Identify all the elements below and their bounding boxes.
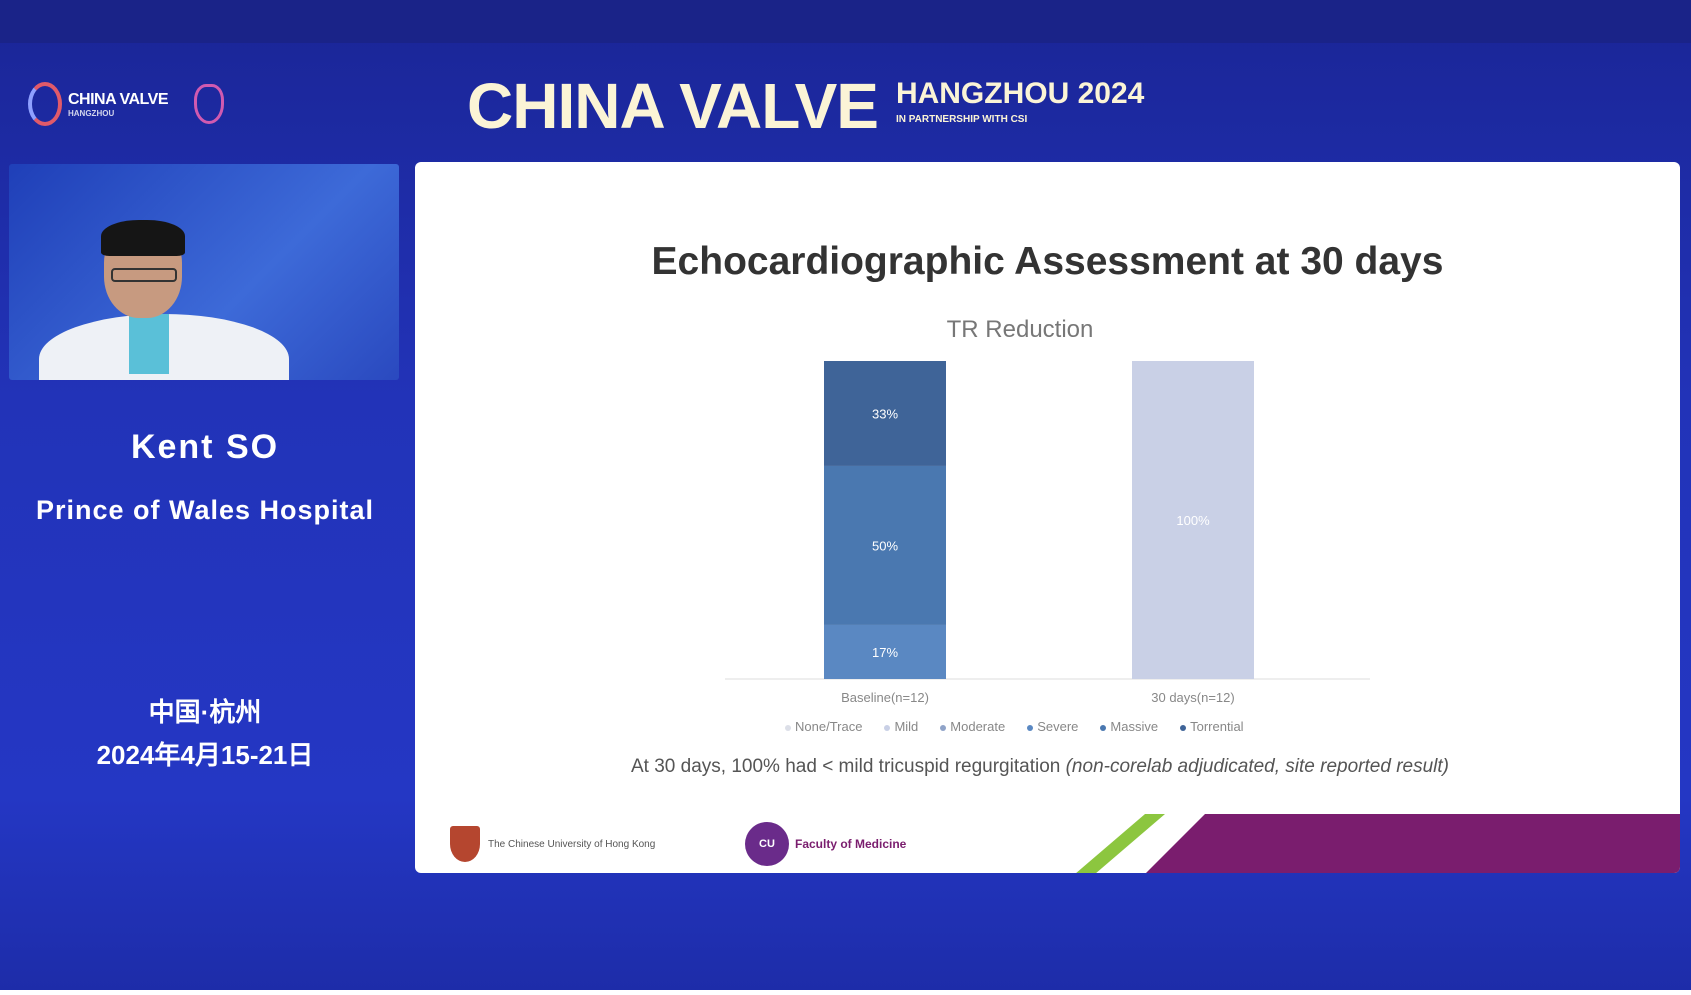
faculty-name: Faculty of Medicine [795, 837, 907, 851]
legend-marker-icon [940, 724, 947, 731]
legend-label: Torrential [1190, 719, 1244, 734]
speaker-hair [101, 220, 185, 256]
faculty-of-medicine-logo: CU Faculty of Medicine [745, 822, 906, 866]
legend-marker-icon [1027, 724, 1034, 731]
bar-segment-massive [824, 465, 946, 625]
data-label: 100% [1176, 513, 1210, 528]
event-city-year: HANGZHOU 2024 [895, 77, 1145, 110]
csi-logo-icon [193, 84, 224, 124]
cuhk-crest-icon [450, 826, 480, 862]
legend-label: None/Trace [795, 719, 863, 734]
data-label: 17% [872, 645, 898, 660]
event-banner: CHINA VALVE HANGZHOU 2024 IN PARTNERSHIP… [467, 70, 1144, 142]
footer-green-stripe [1075, 814, 1165, 873]
legend-item: Massive [1100, 719, 1158, 734]
legend-item: None/Trace [785, 719, 862, 734]
legend-item: Moderate [940, 719, 1005, 734]
bar-segment-mild [1132, 361, 1254, 679]
cuhk-logo: The Chinese University of Hong Kong [450, 826, 655, 862]
presentation-slide: Echocardiographic Assessment at 30 days … [415, 162, 1680, 873]
logo-text: CHINA VALVE [68, 90, 168, 108]
x-tick-label: 30 days(n=12) [1151, 690, 1234, 705]
speaker-name: Kent SO [130, 428, 280, 466]
speaker-glasses [111, 268, 177, 282]
legend-label: Severe [1037, 719, 1079, 734]
legend-label: Massive [1110, 719, 1159, 734]
data-label: 50% [872, 538, 898, 553]
legend-marker-icon [785, 724, 791, 731]
heart-logo-icon [28, 82, 62, 126]
legend-item: Mild [884, 719, 918, 734]
speaker-affiliation: Prince of Wales Hospital [35, 495, 375, 525]
legend-marker-icon [1180, 724, 1187, 731]
legend-label: Mild [894, 719, 919, 734]
cu-medicine-badge: CU [745, 822, 789, 866]
bottom-band [0, 990, 1691, 995]
legend-marker-icon [884, 724, 891, 731]
legend-marker-icon [1100, 724, 1107, 731]
data-label: 33% [872, 406, 898, 421]
speaker-shirt [129, 314, 169, 374]
chart-legend: None/Trace Mild Moderate Severe Massive Torre… [785, 719, 1244, 734]
chart-title: TR Reduction [946, 316, 1094, 343]
event-location: 中国·杭州 [148, 697, 262, 727]
top-band [0, 0, 1691, 43]
note-main: At 30 days, 100% had < mild tricuspid re… [631, 756, 1061, 777]
footer-purple-band [1145, 814, 1680, 873]
note-italic: (non-corelab adjudicated, site reported … [1065, 756, 1449, 777]
event-partnership: IN PARTNERSHIP WITH CSI [895, 114, 1028, 125]
china-valve-logo: CHINA VALVE HANGZHOU [28, 82, 224, 126]
x-tick-label: Baseline(n=12) [841, 690, 929, 705]
legend-label: Moderate [950, 719, 1006, 734]
bar-segment-torrential [824, 361, 946, 466]
event-title: CHINA VALVE [467, 70, 879, 142]
logo-subtext: HANGZHOU [68, 108, 115, 118]
slide-title: Echocardiographic Assessment at 30 days [651, 240, 1444, 283]
legend-item: Severe [1027, 719, 1078, 734]
speaker-video [9, 164, 399, 380]
slide-note: At 30 days, 100% had < mild tricuspid re… [415, 756, 1665, 778]
bar-segment-severe [824, 624, 946, 679]
legend-item: Torrential [1180, 719, 1244, 734]
stacked-bar-chart: 17% 50% 33% Baseline(n=12) 100% 30 days(n=12) [725, 361, 1370, 705]
cuhk-name: The Chinese University of Hong Kong [488, 838, 656, 850]
event-dates: 2024年4月15-21日 [96, 740, 314, 770]
